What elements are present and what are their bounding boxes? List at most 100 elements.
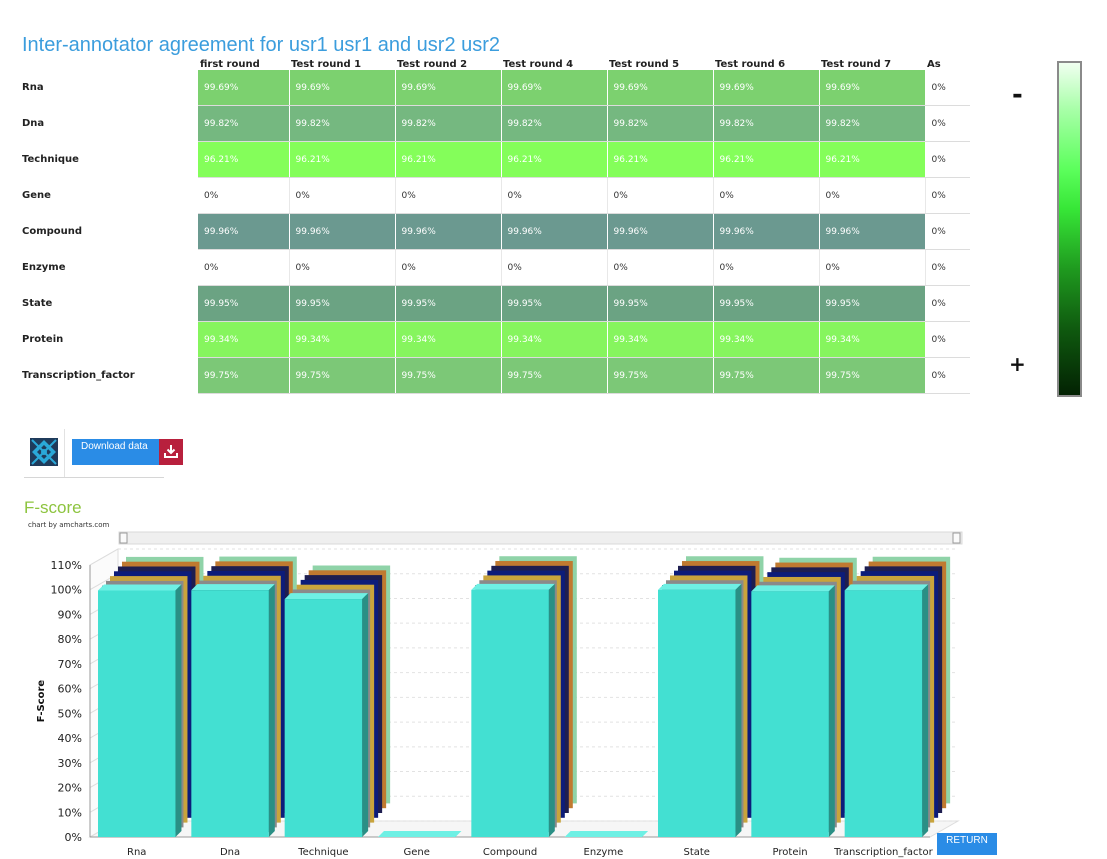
scrollbar-left-handle[interactable] <box>119 532 128 544</box>
table-cell: 99.82% <box>713 105 820 142</box>
bar-front <box>98 590 176 837</box>
fscore-chart: 0% 10% 20% 30% 40% 50% 60% 70% 80% 90% 100% 110% F-S… <box>36 531 963 858</box>
table-cell: 0% <box>607 177 714 214</box>
table-header-row: first round Test round 1 Test round 2 Te… <box>16 58 970 70</box>
grid-diagonal <box>89 548 119 566</box>
table-cell: 99.34% <box>289 321 396 358</box>
y-tick-label: 40% <box>58 732 82 745</box>
bar-top-face <box>284 593 369 600</box>
x-tick-label: Gene <box>404 847 430 858</box>
table-row: Rna 99.69% 99.69% 99.69% 99.69% 99.69% 99.69% 9… <box>16 70 970 106</box>
table-cell: 99.34% <box>198 321 290 358</box>
bar-top-face <box>98 584 182 591</box>
table-cell: 99.69% <box>713 70 820 106</box>
table-cell: 0% <box>925 357 970 394</box>
bar-top-face <box>564 831 649 837</box>
x-tick-label: Protein <box>773 847 808 858</box>
x-tick-label: Enzyme <box>584 847 624 858</box>
table-cell: 96.21% <box>395 141 502 178</box>
table-cell: 0% <box>925 70 970 106</box>
return-button[interactable]: RETURN <box>937 833 997 855</box>
table-cell: 99.96% <box>501 213 608 250</box>
bar-top-face <box>844 584 929 591</box>
table-row: Transcription_factor 99.75% 99.75% 99.75% 99… <box>16 357 970 394</box>
table-cell: 0% <box>198 249 290 286</box>
table-cell: 0% <box>925 285 970 322</box>
column-header: first round <box>200 59 260 70</box>
column-header: Test round 4 <box>503 59 574 70</box>
y-tick-label: 80% <box>58 633 82 646</box>
bar-side-face <box>268 584 275 837</box>
table-cell: 0% <box>607 249 714 286</box>
table-cell: 99.75% <box>713 357 820 394</box>
y-tick-label: 100% <box>51 584 82 597</box>
x-tick-label: Transcription_factor <box>833 847 934 858</box>
legend-minus-label: - <box>1012 80 1023 110</box>
table-cell: 99.95% <box>395 285 502 322</box>
y-tick-label: 110% <box>51 559 82 572</box>
row-label: Transcription_factor <box>22 370 135 381</box>
row-label: Dna <box>22 118 45 129</box>
table-cell: 0% <box>925 105 970 142</box>
table-cell: 99.69% <box>607 70 714 106</box>
chart-scrollbar[interactable] <box>118 531 963 545</box>
x-tick-label: Rna <box>127 847 146 858</box>
table-cell: 96.21% <box>819 141 926 178</box>
table-cell: 99.96% <box>607 213 714 250</box>
download-data-button[interactable]: Download data <box>72 439 159 465</box>
column-header: Test round 7 <box>821 59 892 70</box>
table-cell: 99.95% <box>713 285 820 322</box>
table-row: Enzyme 0% 0% 0% 0% 0% 0% 0% 0% <box>16 249 970 286</box>
table-cell: 99.96% <box>713 213 820 250</box>
download-icon-button[interactable] <box>159 439 183 465</box>
table-cell: 99.95% <box>289 285 396 322</box>
table-cell: 0% <box>198 177 290 214</box>
toolbar: Download data <box>24 429 183 478</box>
y-tick-label: 20% <box>58 782 82 795</box>
table-cell: 96.21% <box>501 141 608 178</box>
table-cell: 99.34% <box>395 321 502 358</box>
table-cell: 99.34% <box>501 321 608 358</box>
table-cell: 99.95% <box>198 285 290 322</box>
bar-front <box>471 589 549 837</box>
download-icon <box>164 445 178 458</box>
table-row: Technique 96.21% 96.21% 96.21% 96.21% 96.21% 9… <box>16 141 970 178</box>
x-tick-label: Technique <box>297 847 348 858</box>
bar-top-face <box>658 583 742 590</box>
x-tick-label: State <box>683 847 709 858</box>
table-cell: 99.95% <box>501 285 608 322</box>
table-cell: 99.82% <box>395 105 502 142</box>
y-tick-label: 90% <box>58 608 82 621</box>
table-cell: 96.21% <box>607 141 714 178</box>
table-cell: 99.34% <box>819 321 926 358</box>
table-cell: 99.96% <box>819 213 926 250</box>
table-cell: 0% <box>925 249 970 286</box>
table-header-corner <box>16 58 198 70</box>
chart-credit[interactable]: chart by amcharts.com <box>28 521 110 529</box>
table-row: State 99.95% 99.95% 99.95% 99.95% 99.95% 99.95… <box>16 285 970 322</box>
table-cell: 0% <box>713 249 820 286</box>
table-cell: 0% <box>713 177 820 214</box>
network-icon[interactable] <box>30 438 58 466</box>
bar-side-face <box>922 584 929 837</box>
column-header: As <box>927 59 941 70</box>
table-cell: 99.69% <box>395 70 502 106</box>
table-cell: 0% <box>289 249 396 286</box>
table-cell: 99.82% <box>819 105 926 142</box>
table-cell: 99.96% <box>198 213 290 250</box>
scrollbar-right-handle[interactable] <box>952 532 961 544</box>
table-cell: 99.75% <box>501 357 608 394</box>
bar-front <box>191 590 269 837</box>
table-cell: 99.75% <box>289 357 396 394</box>
table-cell: 99.69% <box>289 70 396 106</box>
table-cell: 99.82% <box>198 105 290 142</box>
bar-side-face <box>175 584 182 837</box>
agreement-table: first round Test round 1 Test round 2 Te… <box>16 58 970 394</box>
bar-top-face <box>751 585 835 592</box>
y-axis-label: F-Score <box>36 680 47 723</box>
column-header: Test round 5 <box>609 59 680 70</box>
table-cell: 99.95% <box>819 285 926 322</box>
table-cell: 99.82% <box>289 105 396 142</box>
fscore-title: F-score <box>24 498 82 517</box>
bar-front <box>844 590 923 837</box>
